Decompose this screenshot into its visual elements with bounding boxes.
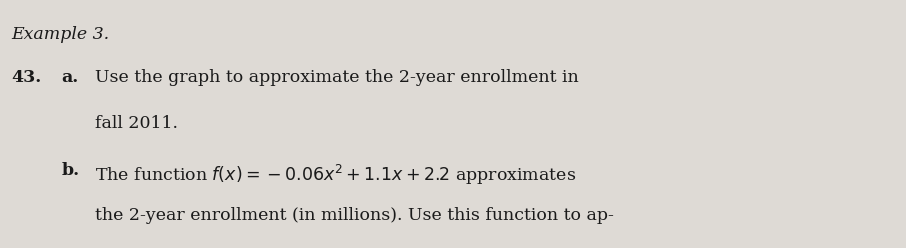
Text: The function $f(x) = -0.06x^2 + 1.1x + 2.2$ approximates: The function $f(x) = -0.06x^2 + 1.1x + 2… bbox=[95, 162, 576, 186]
Text: the 2-year enrollment (in millions). Use this function to ap-: the 2-year enrollment (in millions). Use… bbox=[95, 207, 614, 224]
Text: Use the graph to approximate the 2-year enrollment in: Use the graph to approximate the 2-year … bbox=[95, 69, 579, 87]
Text: 43.: 43. bbox=[11, 69, 41, 87]
Text: b.: b. bbox=[62, 162, 80, 180]
Text: fall 2011.: fall 2011. bbox=[95, 115, 178, 132]
Text: a.: a. bbox=[62, 69, 79, 87]
Text: Example 3.: Example 3. bbox=[11, 26, 109, 43]
